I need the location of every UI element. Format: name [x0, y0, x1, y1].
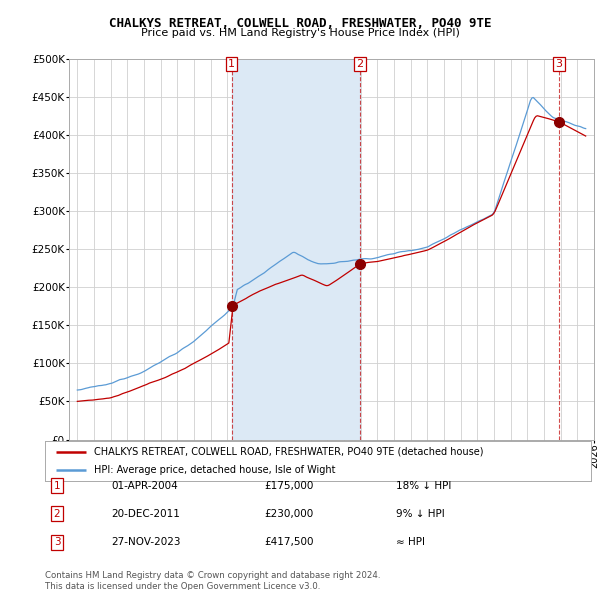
Text: Price paid vs. HM Land Registry's House Price Index (HPI): Price paid vs. HM Land Registry's House … — [140, 28, 460, 38]
Bar — [232, 59, 360, 440]
Text: 1: 1 — [53, 481, 61, 490]
Text: 01-APR-2004: 01-APR-2004 — [111, 481, 178, 490]
Text: HPI: Average price, detached house, Isle of Wight: HPI: Average price, detached house, Isle… — [94, 465, 335, 475]
Text: 27-NOV-2023: 27-NOV-2023 — [111, 537, 181, 547]
Text: 2: 2 — [53, 509, 61, 519]
Text: 3: 3 — [53, 537, 61, 547]
Text: £175,000: £175,000 — [264, 481, 313, 490]
Text: 9% ↓ HPI: 9% ↓ HPI — [396, 509, 445, 519]
Text: 18% ↓ HPI: 18% ↓ HPI — [396, 481, 451, 490]
Text: 20-DEC-2011: 20-DEC-2011 — [111, 509, 180, 519]
Text: 2: 2 — [356, 59, 364, 69]
Text: £417,500: £417,500 — [264, 537, 314, 547]
Text: 1: 1 — [228, 59, 235, 69]
Text: £230,000: £230,000 — [264, 509, 313, 519]
Text: Contains HM Land Registry data © Crown copyright and database right 2024.
This d: Contains HM Land Registry data © Crown c… — [45, 571, 380, 590]
Text: CHALKYS RETREAT, COLWELL ROAD, FRESHWATER, PO40 9TE (detached house): CHALKYS RETREAT, COLWELL ROAD, FRESHWATE… — [94, 447, 484, 457]
Text: 3: 3 — [556, 59, 563, 69]
Text: CHALKYS RETREAT, COLWELL ROAD, FRESHWATER, PO40 9TE: CHALKYS RETREAT, COLWELL ROAD, FRESHWATE… — [109, 17, 491, 30]
Text: ≈ HPI: ≈ HPI — [396, 537, 425, 547]
